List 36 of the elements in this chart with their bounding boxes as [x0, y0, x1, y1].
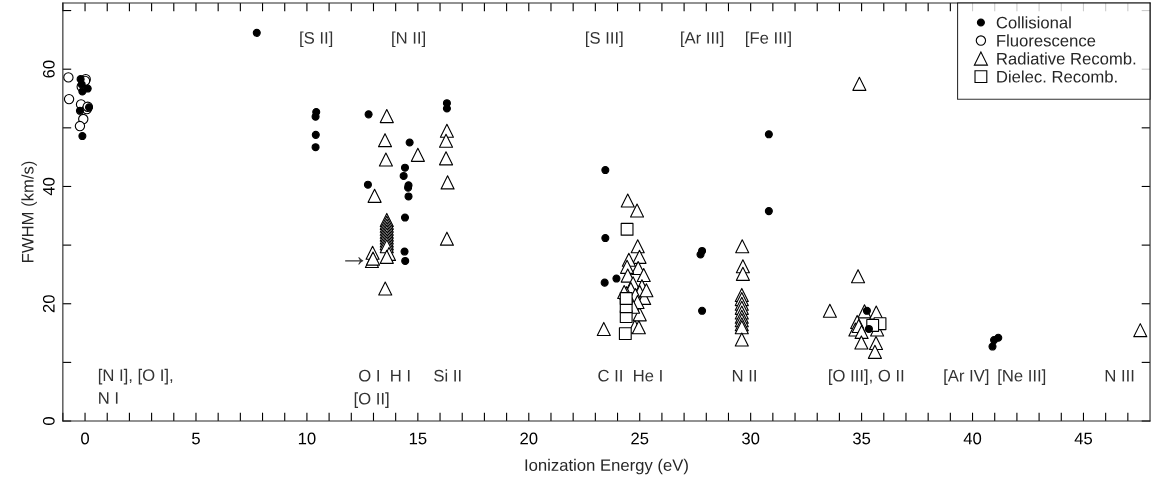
y-tick-label: 0	[42, 417, 55, 426]
annotation: [S II]	[300, 31, 333, 48]
y-axis-title: FWHM (km/s)	[21, 161, 37, 262]
legend-label: Fluorescence	[997, 34, 1096, 47]
x-tick-label: 0	[81, 432, 90, 445]
y-tick-label: 40	[42, 177, 55, 196]
x-tick-label: 30	[742, 432, 760, 445]
x-tick-label: 15	[409, 432, 427, 445]
annotation: O I H I	[359, 369, 410, 382]
legend-label: Collisional	[996, 16, 1071, 29]
annotation: [Fe III]	[746, 31, 791, 48]
legend-label: Dielec. Recomb.	[997, 70, 1117, 83]
annotation: [Ar III]	[681, 31, 724, 48]
x-tick-label: 45	[1074, 432, 1093, 445]
x-tick-label: 40	[963, 432, 982, 445]
x-tick-label: 5	[192, 432, 200, 445]
x-tick-label: 25	[631, 432, 649, 445]
y-tick-label: 20	[42, 295, 55, 313]
annotation: [N I], [O I], N I	[98, 368, 173, 404]
x-tick-label: 35	[852, 432, 871, 445]
annotation: →	[345, 257, 364, 265]
annotation: [Ar IV]	[944, 369, 989, 385]
annotation: [Ne III]	[998, 369, 1046, 385]
annotation: N III	[1105, 369, 1134, 382]
annotation: N II	[732, 369, 756, 382]
y-tick-label: 60	[42, 60, 55, 78]
annotation: Si II	[434, 369, 461, 382]
annotation: C II He I	[598, 369, 662, 382]
x-tick-label: 10	[298, 432, 316, 445]
x-tick-label: 20	[520, 432, 538, 445]
annotation: [N II]	[392, 31, 425, 48]
legend-label: Radiative Recomb.	[997, 52, 1136, 65]
annotation: [O II]	[354, 392, 389, 408]
annotation: [S III]	[586, 31, 623, 48]
annotation: [O III], O II	[829, 369, 904, 385]
x-axis-title: Ionization Energy (eV)	[525, 458, 688, 475]
